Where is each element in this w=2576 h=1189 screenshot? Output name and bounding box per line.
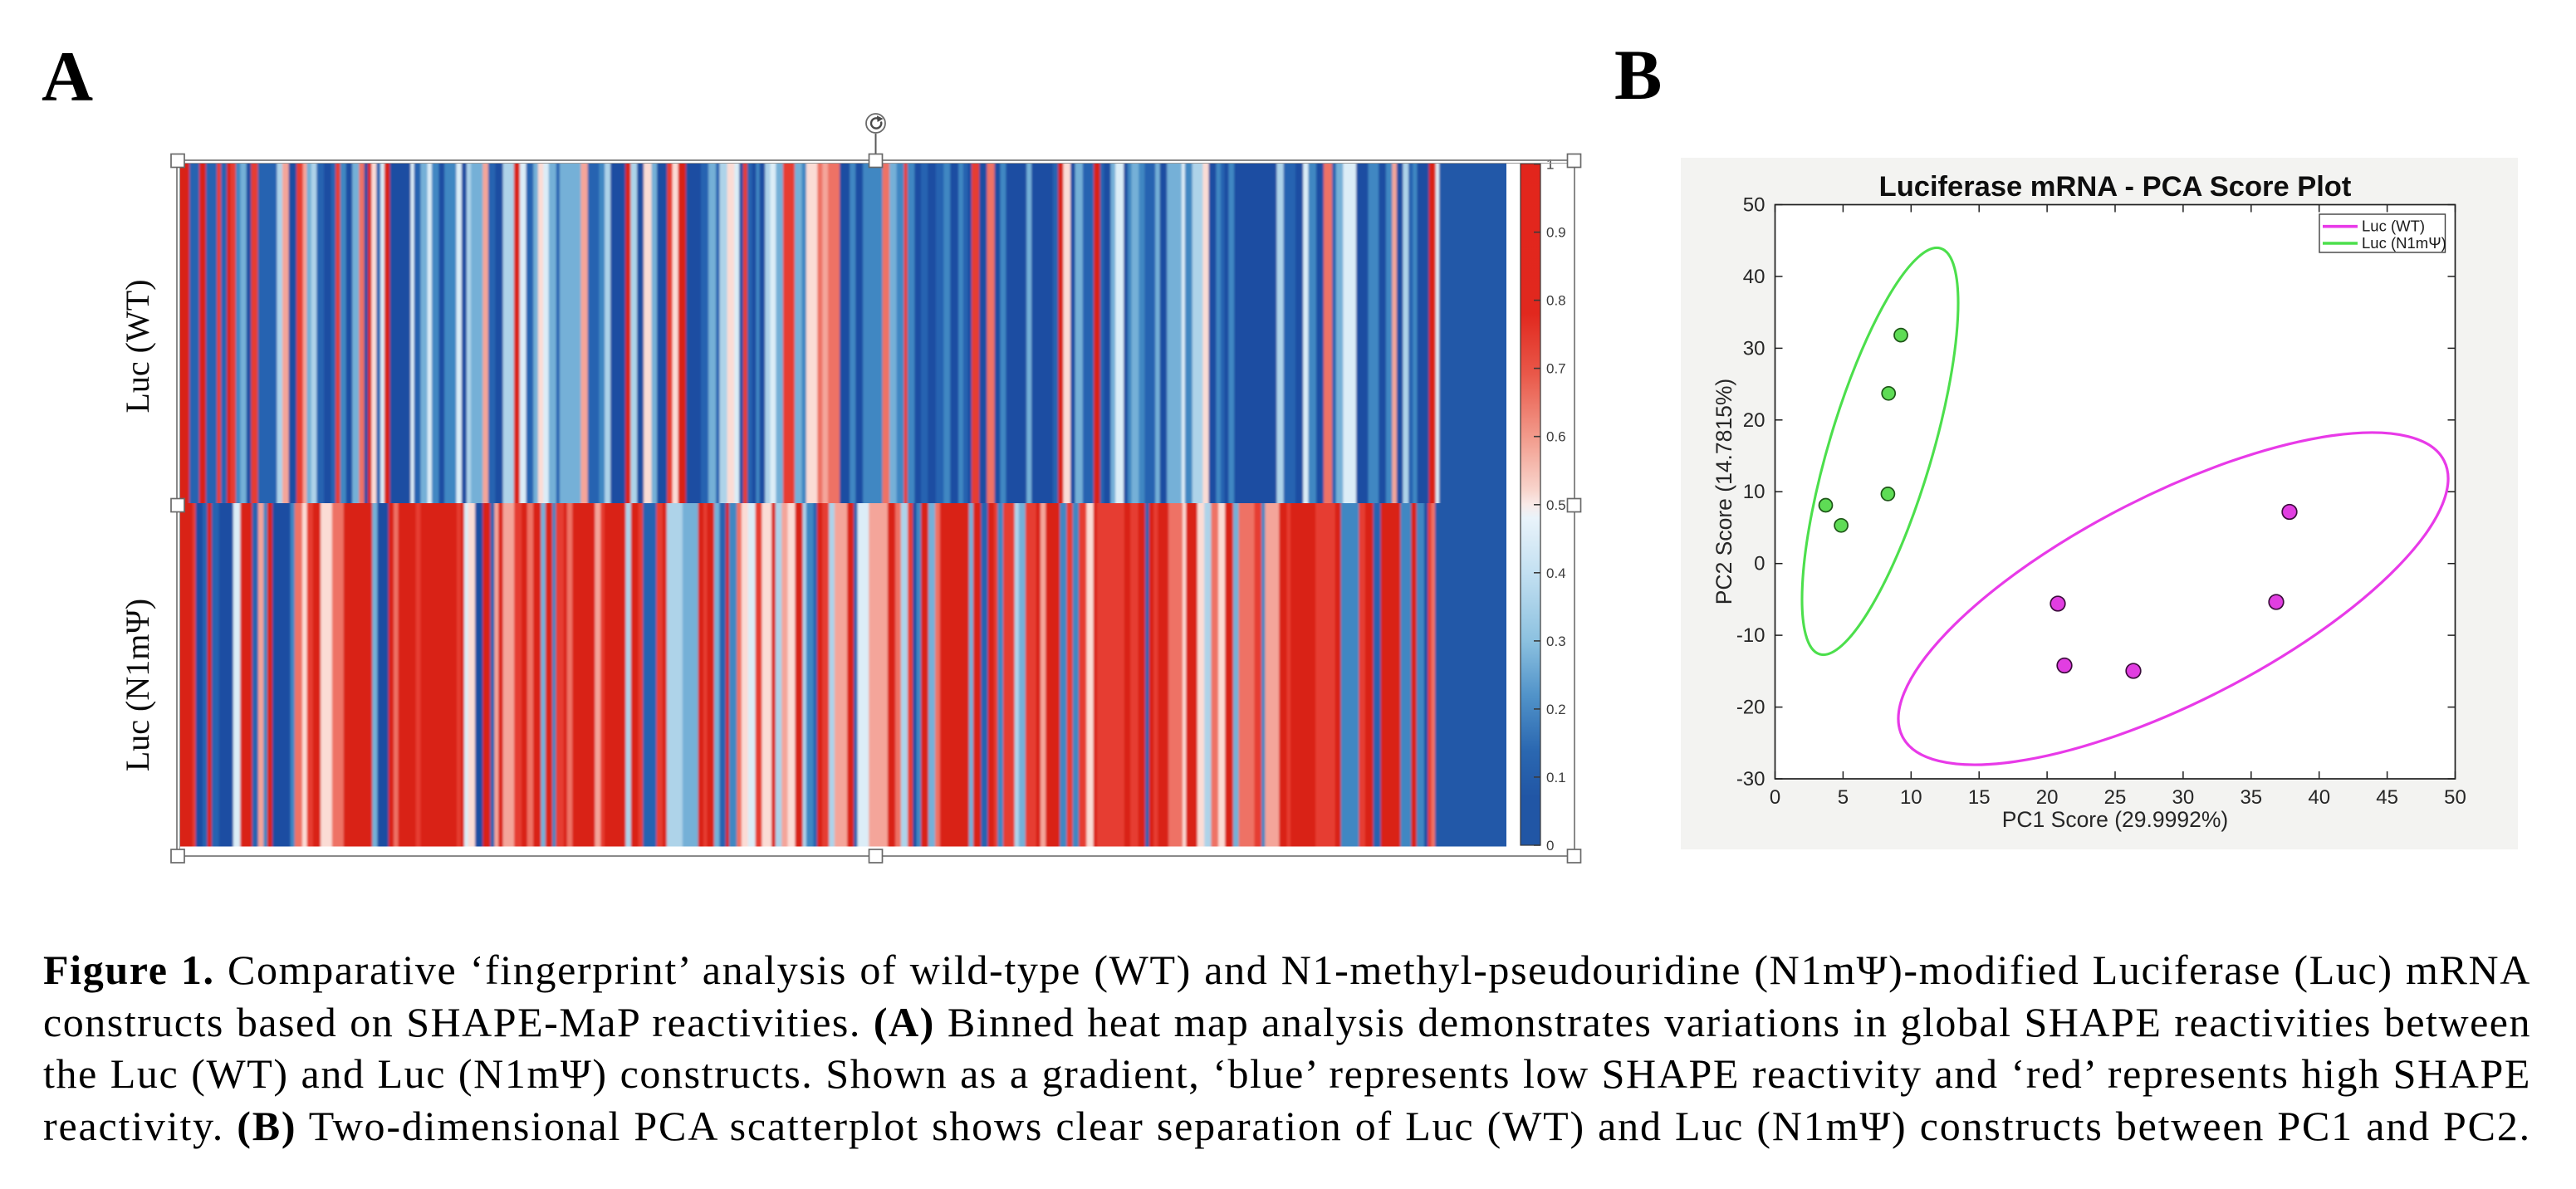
svg-text:0: 0 xyxy=(1546,838,1554,854)
svg-text:35: 35 xyxy=(2240,786,2262,809)
svg-text:40: 40 xyxy=(2308,786,2330,809)
svg-text:50: 50 xyxy=(2444,786,2466,809)
svg-text:0.5: 0.5 xyxy=(1546,497,1566,513)
svg-text:0.9: 0.9 xyxy=(1546,225,1566,241)
svg-text:-10: -10 xyxy=(1736,624,1765,647)
svg-text:A: A xyxy=(42,37,93,116)
svg-text:0.8: 0.8 xyxy=(1546,293,1566,309)
svg-text:0.3: 0.3 xyxy=(1546,634,1566,649)
svg-text:0.4: 0.4 xyxy=(1546,565,1566,581)
svg-text:0.6: 0.6 xyxy=(1546,429,1566,445)
svg-text:5: 5 xyxy=(1838,786,1849,809)
svg-text:0.2: 0.2 xyxy=(1546,702,1566,717)
svg-text:Luciferase mRNA - PCA Score Pl: Luciferase mRNA - PCA Score Plot xyxy=(1879,171,2352,203)
svg-text:PC2 Score (14.7815%): PC2 Score (14.7815%) xyxy=(1712,379,1736,605)
svg-text:1: 1 xyxy=(1546,157,1554,173)
svg-text:Luc (N1mΨ): Luc (N1mΨ) xyxy=(2362,234,2446,252)
svg-text:45: 45 xyxy=(2376,786,2398,809)
svg-text:0: 0 xyxy=(1770,786,1780,809)
svg-text:30: 30 xyxy=(2172,786,2195,809)
svg-text:-30: -30 xyxy=(1736,768,1765,790)
svg-text:Luc (WT): Luc (WT) xyxy=(119,279,156,413)
svg-text:20: 20 xyxy=(1743,409,1765,432)
svg-text:10: 10 xyxy=(1743,481,1765,503)
svg-text:0.7: 0.7 xyxy=(1546,361,1566,377)
svg-text:B: B xyxy=(1614,35,1662,115)
svg-text:50: 50 xyxy=(1743,194,1765,217)
svg-text:0: 0 xyxy=(1754,553,1765,575)
svg-text:Luc (N1mΨ): Luc (N1mΨ) xyxy=(119,599,156,771)
svg-text:-20: -20 xyxy=(1736,697,1765,719)
svg-text:PC1 Score (29.9992%): PC1 Score (29.9992%) xyxy=(2002,807,2229,832)
svg-text:40: 40 xyxy=(1743,266,1765,288)
svg-text:Luc (WT): Luc (WT) xyxy=(2362,218,2425,235)
svg-text:30: 30 xyxy=(1743,337,1765,360)
svg-text:0.1: 0.1 xyxy=(1546,770,1566,785)
svg-text:25: 25 xyxy=(2104,786,2127,809)
svg-text:10: 10 xyxy=(1900,786,1922,809)
svg-text:15: 15 xyxy=(1968,786,1991,809)
svg-text:20: 20 xyxy=(2036,786,2059,809)
